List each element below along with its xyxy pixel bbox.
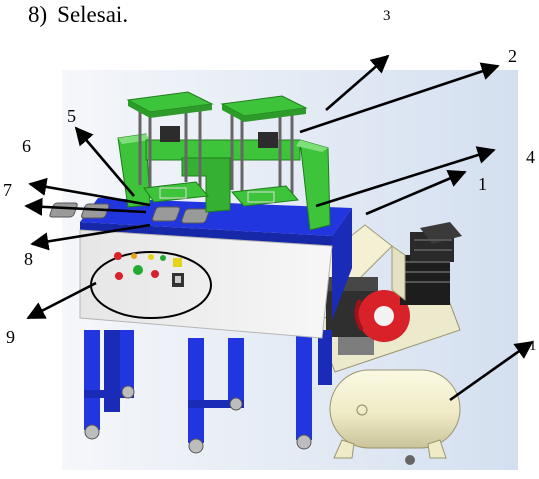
arrow-6 xyxy=(28,177,151,207)
arrow-2 xyxy=(299,62,500,134)
arrow-5 xyxy=(74,126,135,197)
arrow-3 xyxy=(325,54,390,111)
air-tank xyxy=(329,369,461,449)
compressor-head xyxy=(400,222,462,305)
label-5: 5 xyxy=(67,106,76,126)
label-8: 8 xyxy=(24,249,33,269)
label-9: 9 xyxy=(6,327,15,347)
panel-buttons xyxy=(114,252,184,287)
label-2: 2 xyxy=(508,46,517,66)
arrow-1-bottom xyxy=(449,340,534,402)
arrow-9 xyxy=(26,281,97,320)
caption-text: Selesai. xyxy=(57,2,129,27)
callout-labels: 1 1 2 3 4 5 6 7 8 9 xyxy=(3,8,537,354)
callout-arrows xyxy=(24,54,534,402)
label-7: 7 xyxy=(3,180,12,200)
label-4: 4 xyxy=(526,147,535,167)
arrow-1-top xyxy=(365,170,467,216)
control-panel-box xyxy=(79,229,333,339)
table-frame xyxy=(80,198,352,454)
arrow-4 xyxy=(315,146,496,208)
caption-number: 8) xyxy=(28,2,48,27)
arrow-8 xyxy=(30,223,151,251)
caption: 8) Selesai. xyxy=(28,2,128,28)
press-units xyxy=(117,91,331,231)
label-6: 6 xyxy=(22,136,31,156)
label-3: 3 xyxy=(383,8,391,24)
label-1-bottom: 1 xyxy=(529,338,537,354)
arrow-7 xyxy=(24,197,147,216)
label-1-top: 1 xyxy=(478,174,487,194)
